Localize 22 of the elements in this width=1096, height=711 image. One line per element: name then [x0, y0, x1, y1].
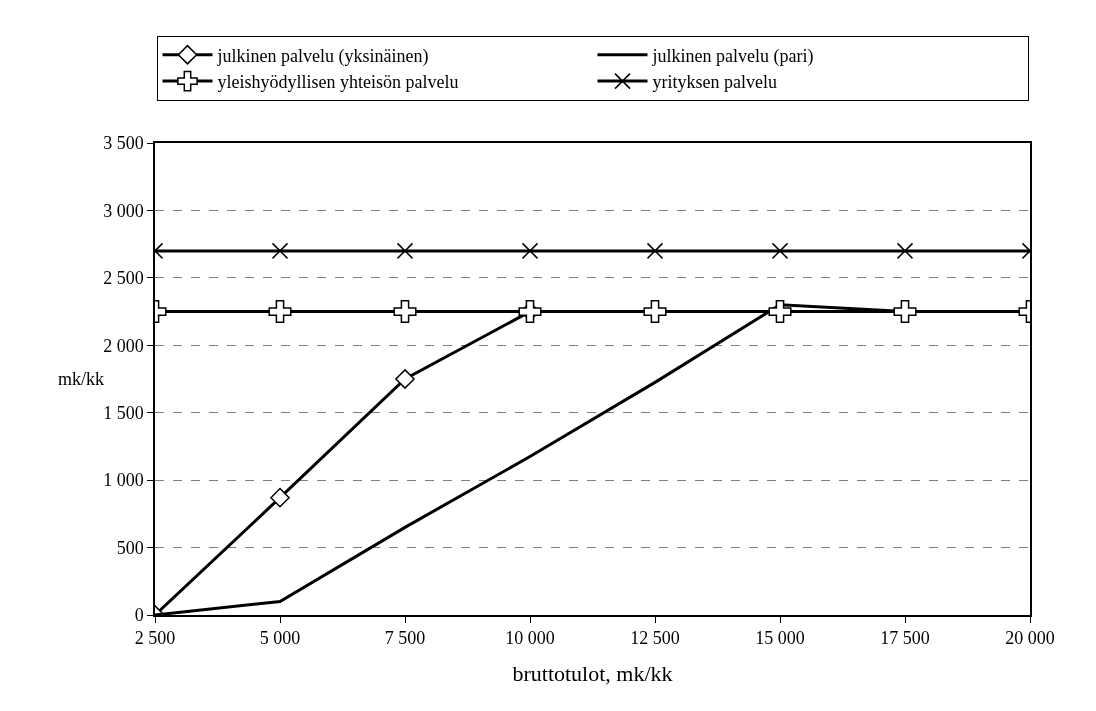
legend-label: yrityksen palvelu [652, 72, 777, 93]
legend-label: julkinen palvelu (pari) [651, 45, 814, 67]
y-axis-title: mk/kk [58, 369, 105, 389]
y-tick-label: 1 500 [103, 403, 144, 424]
x-tick-label: 5 000 [259, 628, 301, 649]
x-tick-label: 2 500 [134, 628, 176, 649]
x-tick-label: 7 500 [384, 628, 426, 649]
x-tick-label: 10 000 [505, 628, 555, 649]
x-axis-title: bruttotulot, mk/kk [512, 660, 673, 686]
y-tick-label: 3 000 [103, 200, 144, 221]
x-tick-label: 12 500 [630, 628, 680, 649]
y-tick-label: 0 [134, 605, 144, 626]
y-tick-label: 2 500 [103, 268, 144, 289]
legend-label: yleishyödyllisen yhteisön palvelu [217, 72, 459, 93]
y-tick-label: 500 [116, 537, 144, 558]
y-tick-label: 3 500 [103, 133, 144, 154]
y-tick-label: 2 000 [103, 335, 144, 356]
y-tick-label: 1 000 [103, 470, 144, 491]
legend-label: julkinen palvelu (yksinäinen) [216, 45, 429, 67]
x-tick-label: 15 000 [755, 628, 805, 649]
x-tick-label: 20 000 [1005, 628, 1055, 649]
x-tick-label: 17 500 [880, 628, 930, 649]
